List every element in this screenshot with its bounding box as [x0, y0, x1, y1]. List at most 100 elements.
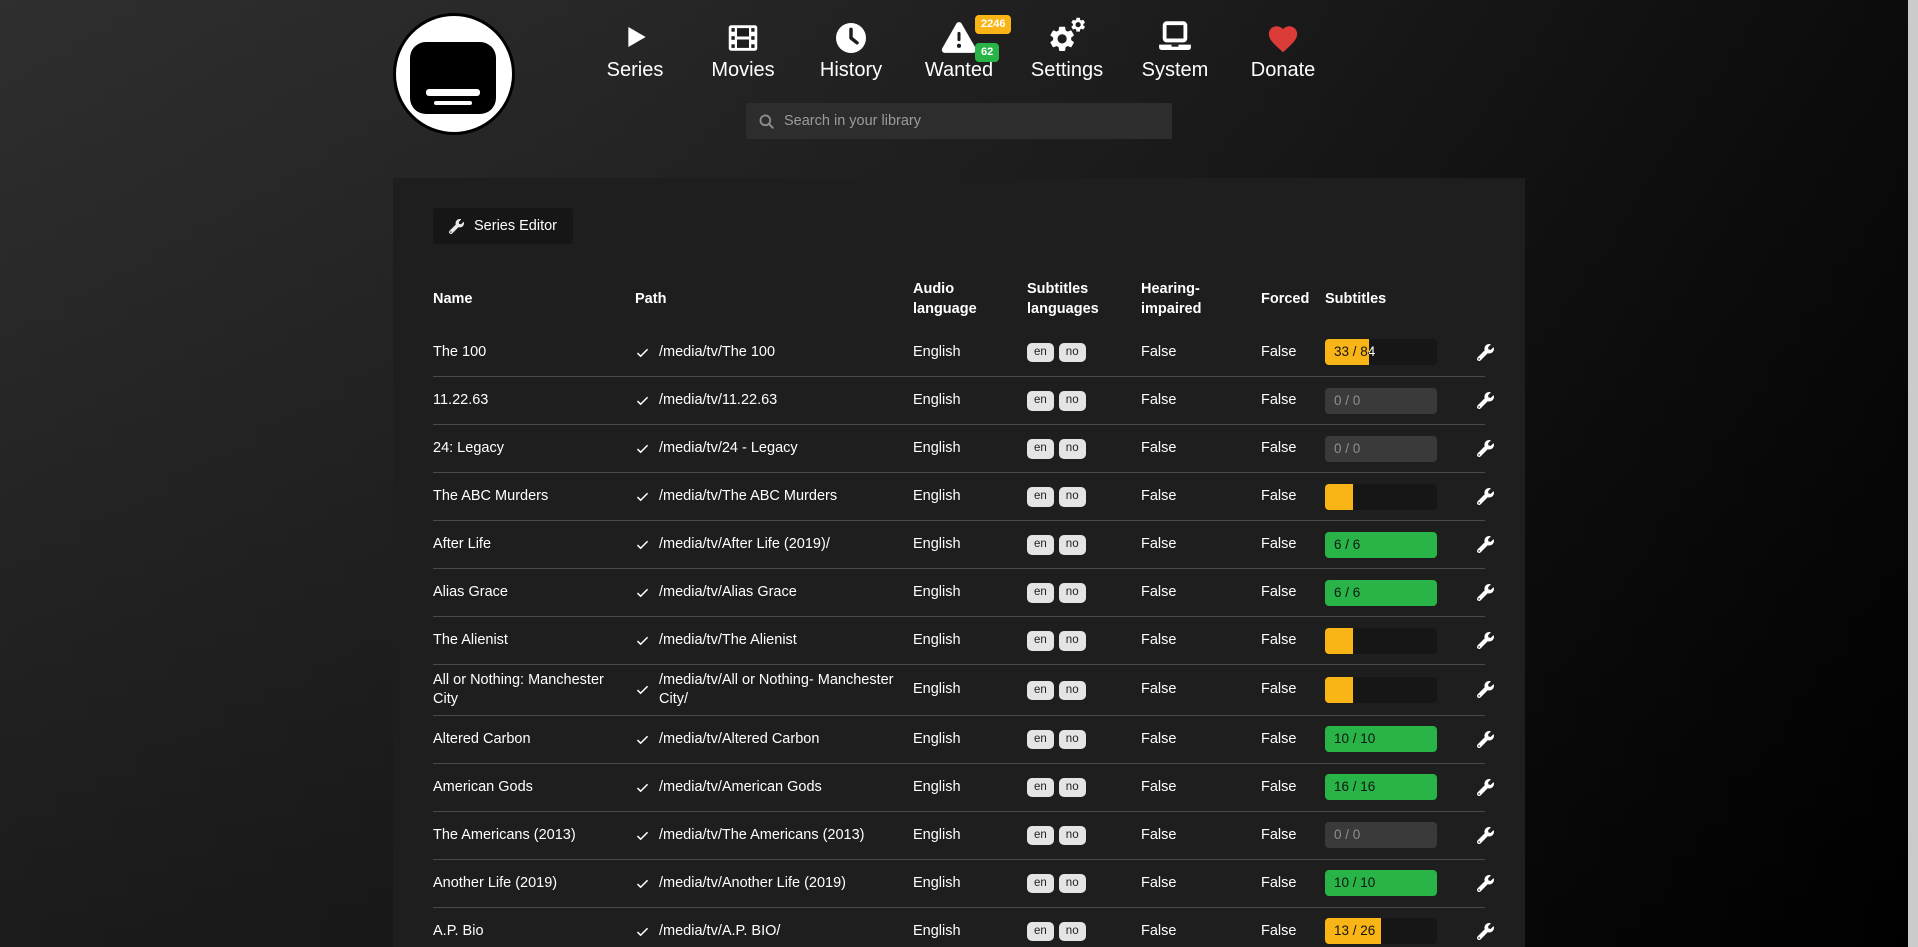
nav-item-history[interactable]: History: [809, 10, 893, 82]
forced-value: False: [1261, 632, 1297, 649]
language-badge: en: [1027, 342, 1054, 363]
path-text: /media/tv/A.P. BIO/: [659, 922, 781, 939]
path-text: /media/tv/The ABC Murders: [659, 488, 838, 505]
nav-item-system[interactable]: System: [1133, 10, 1217, 82]
table-row: Another Life (2019) /media/tv/Another Li…: [433, 858, 1494, 907]
table-row: A.P. Bio /media/tv/A.P. BIO/ English en n…: [433, 906, 1494, 947]
series-name-link[interactable]: 11.22.63: [433, 392, 489, 409]
subtitles-progress-bar: 13 / 26 13 / 26: [1325, 918, 1437, 945]
edit-series-button[interactable]: [1475, 825, 1496, 846]
edit-series-button[interactable]: [1475, 534, 1496, 555]
series-path: /media/tv/After Life (2019)/: [635, 529, 913, 560]
series-editor-button[interactable]: Series Editor: [433, 208, 574, 244]
series-name-link[interactable]: The 100: [433, 343, 487, 360]
progress-fill: [1325, 483, 1353, 510]
subtitles-languages-badges: en no: [1027, 915, 1141, 947]
hearing-impaired-value: False: [1141, 488, 1177, 505]
wanted-count-badge: 2246: [975, 15, 1012, 34]
edit-series-button[interactable]: [1475, 873, 1496, 894]
heart-icon: [1265, 10, 1301, 56]
language-badge: no: [1058, 873, 1086, 894]
series-name-link[interactable]: The Alienist: [433, 632, 508, 649]
edit-series-button[interactable]: [1475, 630, 1496, 651]
series-path: /media/tv/24 - Legacy: [635, 433, 913, 464]
edit-series-button[interactable]: [1475, 486, 1496, 507]
forced-value: False: [1261, 922, 1297, 939]
series-name-link[interactable]: After Life: [433, 536, 492, 553]
path-text: /media/tv/Another Life (2019): [659, 874, 846, 891]
search-input[interactable]: [784, 113, 1160, 129]
edit-series-button[interactable]: [1475, 921, 1496, 942]
subtitles-progress-bar: [1325, 676, 1437, 703]
subtitles-languages-badges: en no: [1027, 771, 1141, 804]
nav-item-movies[interactable]: Movies: [701, 10, 785, 82]
hearing-impaired-value: False: [1141, 584, 1177, 601]
header-audio-language: Audio language: [913, 281, 977, 317]
language-badge: en: [1027, 729, 1054, 750]
series-name-link[interactable]: All or Nothing: Manchester City: [433, 672, 604, 707]
check-icon: [635, 537, 650, 552]
warning-icon: [939, 10, 979, 56]
hearing-impaired-value: False: [1141, 681, 1177, 698]
subtitles-languages-badges: en no: [1027, 624, 1141, 657]
check-icon: [635, 585, 650, 600]
audio-language-value: English: [913, 584, 961, 601]
language-badge: en: [1027, 873, 1054, 894]
series-name-link[interactable]: 24: Legacy: [433, 440, 504, 457]
check-icon: [635, 828, 650, 843]
progress-label-fill: 10 / 10: [1334, 875, 1376, 891]
table-row: Altered Carbon /media/tv/Altered Carbon …: [433, 714, 1494, 763]
page-scrollbar[interactable]: [1908, 0, 1918, 947]
audio-language-value: English: [913, 488, 961, 505]
nav-item-series[interactable]: Series: [593, 10, 677, 82]
language-badge: en: [1027, 777, 1054, 798]
edit-series-button[interactable]: [1475, 729, 1496, 750]
language-badge: en: [1027, 680, 1054, 701]
header-hearing-impaired: Hearing-impaired: [1141, 281, 1202, 317]
edit-series-button[interactable]: [1475, 438, 1496, 459]
subtitles-languages-badges: en no: [1027, 480, 1141, 513]
subtitles-languages-badges: en no: [1027, 336, 1141, 369]
progress-label-fill: 10 / 10: [1334, 731, 1376, 747]
app-logo[interactable]: [393, 13, 515, 135]
table-row: All or Nothing: Manchester City /media/t…: [433, 664, 1494, 715]
edit-series-button[interactable]: [1475, 777, 1496, 798]
nav-item-settings[interactable]: Settings: [1025, 10, 1109, 82]
language-badge: no: [1058, 342, 1086, 363]
table-row: American Gods /media/tv/American Gods En…: [433, 762, 1494, 811]
edit-series-button[interactable]: [1475, 390, 1496, 411]
subtitles-progress-bar: 0 / 0: [1325, 822, 1437, 849]
progress-label: 0 / 0: [1334, 440, 1361, 456]
series-editor-panel: Series Editor Name Path Audio language S…: [393, 178, 1525, 947]
header-subtitles: Subtitles: [1325, 291, 1387, 308]
series-name-link[interactable]: Alias Grace: [433, 584, 508, 601]
nav-label: History: [819, 59, 883, 81]
language-badge: no: [1058, 439, 1086, 459]
series-name-link[interactable]: Altered Carbon: [433, 730, 531, 747]
hearing-impaired-value: False: [1141, 826, 1177, 843]
subtitles-languages-badges: en no: [1027, 528, 1141, 561]
path-text: /media/tv/The 100: [659, 343, 776, 360]
series-name-link[interactable]: Another Life (2019): [433, 874, 558, 891]
hearing-impaired-value: False: [1141, 922, 1177, 939]
wanted-count-badge-secondary: 62: [975, 43, 1000, 62]
check-icon: [635, 345, 650, 360]
check-icon: [635, 489, 650, 504]
progress-fill: [1325, 676, 1353, 703]
series-name-link[interactable]: A.P. Bio: [433, 922, 484, 939]
table-row: 11.22.63 /media/tv/11.22.63 English en no…: [433, 376, 1494, 424]
forced-value: False: [1261, 826, 1297, 843]
series-name-link[interactable]: American Gods: [433, 778, 533, 795]
edit-series-button[interactable]: [1475, 342, 1496, 363]
series-name-link[interactable]: The Americans (2013): [433, 826, 576, 843]
nav-item-wanted[interactable]: Wanted 2246 62: [917, 10, 1012, 82]
edit-series-button[interactable]: [1475, 679, 1496, 700]
series-name-link[interactable]: The ABC Murders: [433, 488, 549, 505]
edit-series-button[interactable]: [1475, 582, 1496, 603]
audio-language-value: English: [913, 681, 961, 698]
series-path: /media/tv/The Americans (2013): [635, 820, 913, 851]
nav-item-donate[interactable]: Donate: [1241, 10, 1325, 82]
series-path: /media/tv/A.P. BIO/: [635, 916, 913, 947]
path-text: /media/tv/11.22.63: [659, 392, 778, 409]
table-row: The Alienist /media/tv/The Alienist Engl…: [433, 616, 1494, 664]
